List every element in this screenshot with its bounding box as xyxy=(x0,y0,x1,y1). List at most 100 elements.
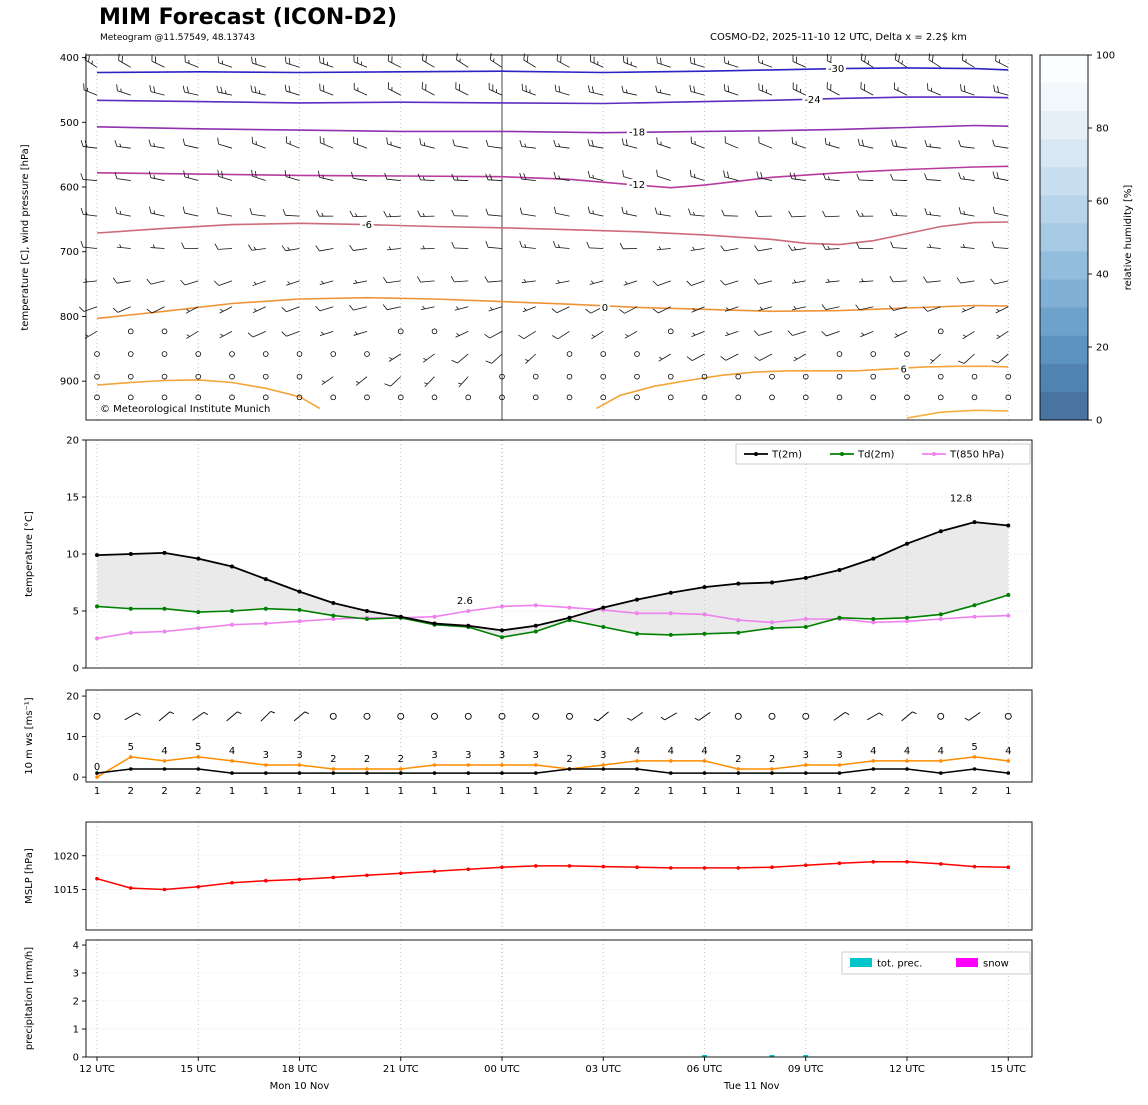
svg-text:1: 1 xyxy=(73,1025,79,1036)
svg-text:5: 5 xyxy=(195,742,201,753)
svg-text:0: 0 xyxy=(94,762,100,773)
contour--12 xyxy=(96,165,1009,189)
svg-text:1: 1 xyxy=(836,786,842,797)
svg-text:2: 2 xyxy=(330,754,336,765)
svg-text:4: 4 xyxy=(161,746,167,757)
svg-text:5: 5 xyxy=(971,742,977,753)
ylabel-wind: 10 m ws [ms⁻¹] xyxy=(24,697,35,775)
panel-upper_air: -30 -24 -18 -12 -6 0 6 © Meteorological Institu… xyxy=(20,51,1134,427)
svg-text:2: 2 xyxy=(398,754,404,765)
svg-text:2: 2 xyxy=(566,754,572,765)
series-td-2m xyxy=(96,594,1009,639)
svg-text:5: 5 xyxy=(73,607,79,618)
series-mslp xyxy=(96,861,1009,891)
svg-text:100: 100 xyxy=(1096,51,1115,62)
svg-text:1: 1 xyxy=(1005,786,1011,797)
panel-precipitation: tot. prec. snow 0 1 2 3 4 precipitation [mm/h] 1… xyxy=(24,939,1033,1092)
svg-text:1: 1 xyxy=(229,786,235,797)
contour-label--24: -24 xyxy=(804,95,820,106)
svg-text:1: 1 xyxy=(938,786,944,797)
svg-text:1: 1 xyxy=(94,786,100,797)
panel-wind: 0 5 4 5 4 3 3 2 2 2 3 3 3 3 2 3 4 4 4 2 2 3 3 4 4 4 5 4 1 2 2 2 1 1 1 1 1 1 1 1… xyxy=(24,689,1033,797)
svg-text:2: 2 xyxy=(904,786,910,797)
svg-text:1: 1 xyxy=(668,786,674,797)
svg-text:0: 0 xyxy=(1096,416,1102,427)
temperature-contours xyxy=(96,67,1009,419)
svg-text:400: 400 xyxy=(60,53,79,64)
svg-text:20: 20 xyxy=(1096,343,1109,354)
x-tick-label: 03 UTC xyxy=(585,1064,621,1075)
svg-text:20: 20 xyxy=(66,436,79,447)
svg-text:3: 3 xyxy=(499,750,505,761)
contour-label--6: -6 xyxy=(362,220,372,231)
svg-text:0: 0 xyxy=(73,773,79,784)
svg-text:1: 1 xyxy=(533,786,539,797)
svg-text:2: 2 xyxy=(364,754,370,765)
svg-text:3: 3 xyxy=(73,969,79,980)
x-tick-label: 09 UTC xyxy=(788,1064,824,1075)
series-10-m-wind-speed xyxy=(96,768,1009,774)
svg-text:4: 4 xyxy=(870,746,876,757)
svg-text:4: 4 xyxy=(904,746,910,757)
svg-text:3: 3 xyxy=(533,750,539,761)
svg-text:10: 10 xyxy=(66,732,79,743)
precipitation-legend: tot. prec. snow xyxy=(841,951,1031,975)
contour-label-6: 6 xyxy=(900,364,906,375)
svg-text:2: 2 xyxy=(870,786,876,797)
x-tick-label: 18 UTC xyxy=(282,1064,318,1075)
day-label: Mon 10 Nov xyxy=(270,1081,330,1092)
x-tick-label: 12 UTC xyxy=(79,1064,115,1075)
svg-text:1: 1 xyxy=(330,786,336,797)
colorbar-label: relative humidity [%] xyxy=(1123,185,1134,291)
svg-text:4: 4 xyxy=(229,746,235,757)
ylabel-precipitation: precipitation [mm/h] xyxy=(24,947,35,1050)
contour-0 xyxy=(96,296,1009,320)
svg-text:3: 3 xyxy=(431,750,437,761)
svg-text:1: 1 xyxy=(263,786,269,797)
series-t-2m xyxy=(96,521,1009,632)
contour-minor xyxy=(906,409,1009,419)
svg-text:4: 4 xyxy=(1005,746,1011,757)
svg-text:2: 2 xyxy=(566,786,572,797)
x-tick-label: 21 UTC xyxy=(383,1064,419,1075)
day-label: Tue 11 Nov xyxy=(723,1081,780,1092)
svg-text:2: 2 xyxy=(600,786,606,797)
humidity-colorbar: 0 20 40 60 80 100 relative humidity [%] xyxy=(1039,51,1134,427)
x-tick-label: 00 UTC xyxy=(484,1064,520,1075)
watermark: © Meteorological Institute Munich xyxy=(100,404,270,415)
series-t-850-hpa xyxy=(96,604,1009,640)
dewpoint-spread-fill xyxy=(97,522,1009,638)
svg-text:10: 10 xyxy=(66,550,79,561)
svg-text:2: 2 xyxy=(161,786,167,797)
annotation-12-8: 12.8 xyxy=(950,494,972,505)
svg-text:2: 2 xyxy=(769,754,775,765)
ylabel-mslp: MSLP [hPa] xyxy=(24,848,35,904)
svg-text:80: 80 xyxy=(1096,124,1109,135)
svg-text:700: 700 xyxy=(60,247,79,258)
svg-text:1: 1 xyxy=(364,786,370,797)
svg-text:1: 1 xyxy=(296,786,302,797)
svg-text:1: 1 xyxy=(465,786,471,797)
svg-text:15: 15 xyxy=(66,493,79,504)
x-tick-label: 12 UTC xyxy=(889,1064,925,1075)
svg-text:1: 1 xyxy=(701,786,707,797)
svg-text:1015: 1015 xyxy=(54,885,79,896)
legend-item-td-2m: Td(2m) xyxy=(857,450,894,461)
legend-item-tot-prec: tot. prec. xyxy=(877,959,922,970)
contour-label--12: -12 xyxy=(629,180,645,191)
contour-label--30: -30 xyxy=(828,64,844,75)
svg-text:1: 1 xyxy=(398,786,404,797)
contour-label-0: 0 xyxy=(602,303,608,314)
ylabel-temperature: temperature [°C] xyxy=(24,511,35,597)
svg-text:4: 4 xyxy=(668,746,674,757)
svg-text:3: 3 xyxy=(296,750,302,761)
panel-temperature: 12.8 2.6 T(2m) Td(2m) T(850 hPa) 0 5 10 15 20 temp… xyxy=(24,436,1033,675)
legend-item-t-850-hpa: T(850 hPa) xyxy=(949,450,1004,461)
svg-text:800: 800 xyxy=(60,312,79,323)
svg-text:3: 3 xyxy=(600,750,606,761)
annotation-2-6: 2.6 xyxy=(457,596,473,607)
svg-text:60: 60 xyxy=(1096,197,1109,208)
svg-text:5: 5 xyxy=(128,742,134,753)
